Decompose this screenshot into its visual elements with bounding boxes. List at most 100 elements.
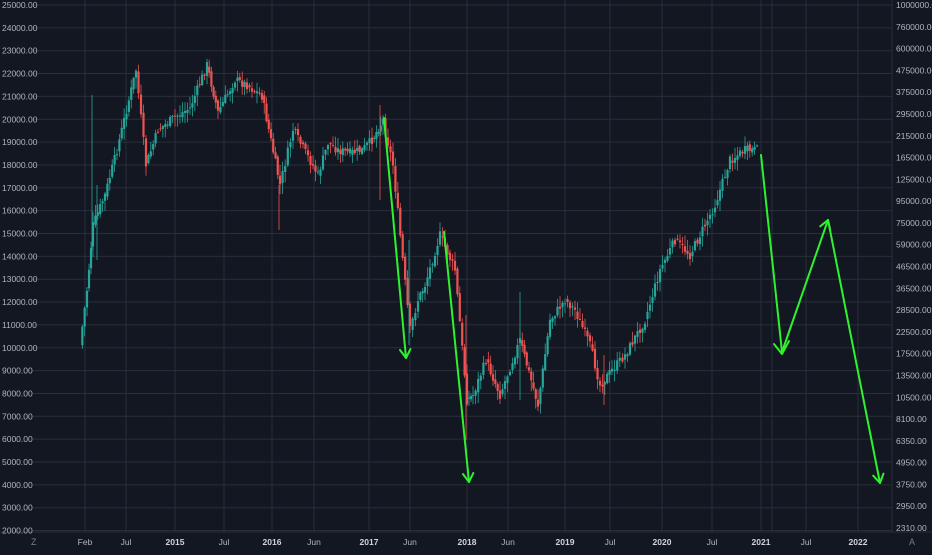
candle-body	[738, 150, 742, 157]
candle-body	[260, 93, 264, 100]
projection-arrowhead	[399, 348, 412, 359]
right-tick-label: 375000.00	[896, 87, 932, 97]
candle-body	[593, 348, 597, 369]
candle-body	[693, 241, 697, 251]
candle-body	[716, 200, 719, 206]
candle-body	[87, 269, 91, 289]
candle-body	[467, 397, 471, 399]
candle-body	[358, 145, 361, 152]
candle-body	[311, 164, 315, 166]
candle-body	[181, 112, 184, 118]
candle-body	[741, 151, 744, 154]
left-tick-label: 20000.00	[2, 114, 38, 124]
right-tick-label: 2310.00	[896, 523, 927, 533]
candle-body	[701, 226, 704, 237]
left-tick-label: 15000.00	[2, 229, 38, 239]
projection-arrow-line	[383, 117, 407, 359]
candle-body	[394, 165, 397, 192]
candle-body	[272, 138, 275, 153]
left-tick-label: 9000.00	[2, 366, 33, 376]
candle-body	[201, 74, 204, 85]
corner-label-right[interactable]: A	[909, 537, 915, 547]
candle-body	[536, 399, 540, 407]
candle-body	[673, 239, 677, 245]
projection-arrowhead	[872, 472, 885, 484]
candle-body	[255, 91, 259, 94]
candle-body	[341, 148, 344, 156]
candle-body	[421, 291, 424, 294]
candle-body	[521, 340, 524, 346]
candle-body	[651, 297, 654, 303]
candle-body	[169, 116, 172, 127]
candle-body	[588, 335, 592, 342]
candle-body	[571, 306, 574, 308]
candle-body	[389, 146, 392, 153]
candle-body	[746, 145, 749, 152]
time-axis[interactable]: Feb Jul 2015 Jul 2016 Jun 2017 Jun 2018 Jun 2019 Ju…	[78, 537, 868, 547]
right-tick-label: 6350.00	[896, 436, 927, 446]
candle-body	[583, 327, 587, 329]
candle-body	[196, 85, 199, 96]
candle-body	[373, 137, 376, 139]
candle-body	[306, 150, 310, 156]
candle-body	[108, 177, 111, 184]
right-tick-label: 10500.00	[896, 392, 932, 402]
left-tick-label: 3000.00	[2, 503, 33, 513]
time-tick-label: Feb	[78, 537, 93, 547]
candle-body	[463, 347, 466, 376]
candle-body	[503, 381, 507, 389]
candle-body	[381, 118, 385, 125]
candle-body	[291, 130, 295, 141]
candle-body	[224, 94, 227, 103]
right-tick-label: 1000000.00	[896, 0, 932, 10]
candle-body	[85, 290, 89, 308]
candle-body	[147, 155, 150, 164]
candle-body	[426, 277, 429, 287]
candle-body	[250, 88, 254, 92]
candle-body	[139, 94, 143, 115]
candle-body	[241, 80, 244, 87]
candle-body	[127, 100, 130, 112]
candle-body	[546, 336, 549, 355]
candle-body	[656, 282, 659, 284]
candle-body	[159, 128, 162, 130]
time-tick-label: Jul	[605, 537, 616, 547]
candle-body	[465, 373, 469, 405]
candle-body	[666, 255, 669, 261]
time-tick-label: Jun	[501, 537, 515, 547]
corner-label-left[interactable]: Z	[31, 537, 37, 547]
candle-body	[221, 102, 224, 106]
candle-body	[243, 81, 246, 88]
candle-body	[755, 145, 759, 147]
candle-body	[558, 306, 562, 309]
candle-body	[193, 95, 196, 104]
candle-body	[433, 255, 437, 267]
candle-body	[101, 201, 104, 204]
candle-body	[616, 360, 619, 371]
left-tick-label: 16000.00	[2, 206, 38, 216]
candle-body	[339, 149, 342, 154]
candle-body	[723, 177, 727, 179]
time-tick-label: Jun	[403, 537, 417, 547]
left-tick-label: 12000.00	[2, 297, 38, 307]
candle-body	[324, 150, 327, 155]
candle-body	[214, 95, 217, 103]
candle-body	[248, 85, 251, 88]
candle-body	[646, 311, 649, 320]
candle-body	[156, 131, 160, 133]
candle-body	[706, 220, 709, 226]
candle-body	[441, 236, 444, 238]
candle-body	[453, 260, 457, 271]
right-tick-label: 3750.00	[896, 479, 927, 489]
candle-body	[498, 390, 502, 399]
candle-body	[236, 77, 239, 81]
candle-body	[205, 62, 209, 76]
candle-body	[326, 145, 330, 150]
candle-body	[125, 113, 128, 120]
candle-body	[203, 74, 206, 76]
candle-body	[623, 354, 627, 360]
candle-body	[621, 357, 624, 362]
candle-body	[696, 239, 699, 244]
